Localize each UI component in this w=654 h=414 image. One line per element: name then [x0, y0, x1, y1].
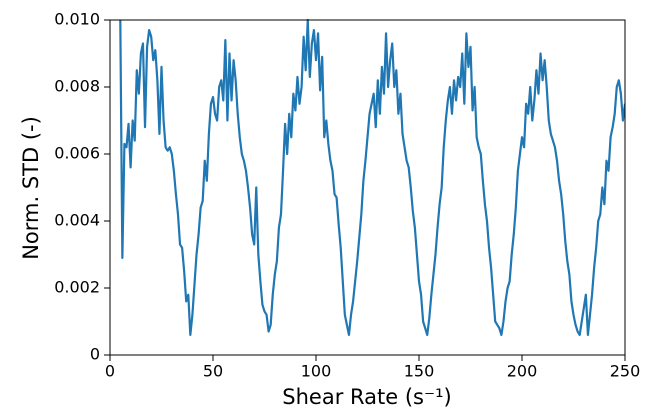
x-tick-label: 100 [301, 362, 332, 381]
y-tick-label: 0.008 [54, 77, 100, 96]
data-line [119, 18, 625, 336]
y-tick-label: 0.002 [54, 278, 100, 297]
x-tick-label: 50 [203, 362, 223, 381]
y-tick-label: 0.006 [54, 144, 100, 163]
y-tick-label: 0.004 [54, 211, 100, 230]
y-tick-label: 0 [90, 345, 100, 364]
x-tick-label: 200 [507, 362, 538, 381]
plot-frame [109, 19, 626, 356]
x-axis-title: Shear Rate (s⁻¹) [282, 385, 451, 409]
x-tick-label: 0 [105, 362, 115, 381]
y-tick-label: 0.010 [54, 10, 100, 29]
x-tick-label: 150 [404, 362, 435, 381]
x-tick-label: 250 [610, 362, 641, 381]
y-axis-title: Norm. STD (-) [19, 116, 43, 260]
